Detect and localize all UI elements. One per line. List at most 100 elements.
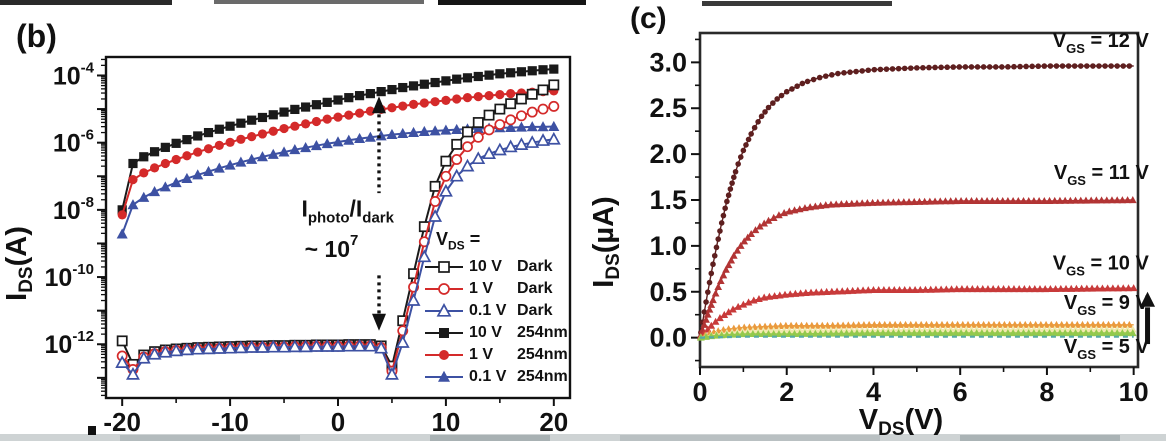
data-point-marker	[376, 87, 386, 97]
data-point-marker	[858, 199, 867, 207]
data-point-marker	[538, 65, 548, 75]
data-point-marker	[182, 135, 192, 145]
data-point-marker	[1119, 284, 1128, 292]
legend-item: 0.1 V 254nm	[424, 366, 574, 388]
data-point-marker	[385, 367, 399, 380]
data-point-marker	[963, 285, 971, 293]
data-point-marker	[770, 100, 776, 106]
data-point-marker	[1014, 325, 1023, 333]
data-point-marker	[1050, 325, 1059, 333]
data-point-marker	[942, 285, 951, 293]
data-point-marker	[785, 326, 794, 334]
data-point-marker	[739, 300, 748, 308]
data-point-marker	[1035, 63, 1042, 70]
data-point-marker	[419, 98, 429, 108]
panel-c: (c) 0 2 4 6 8 10 0.0 0.5 1.0 1.5 2.0 2.5 3.0 IDS(µA) V…	[583, 0, 1166, 441]
data-point-marker	[235, 156, 247, 167]
data-point-marker	[139, 152, 149, 162]
data-point-marker	[1108, 196, 1116, 204]
data-point-marker	[214, 124, 224, 134]
data-point-marker	[868, 198, 877, 206]
data-point-marker	[429, 125, 441, 136]
data-point-marker	[1082, 284, 1091, 292]
data-point-marker	[440, 170, 452, 182]
data-point-marker	[492, 142, 507, 156]
data-point-marker	[1087, 329, 1096, 337]
data-point-marker	[182, 151, 192, 161]
data-point-marker	[171, 138, 181, 148]
data-point-marker	[1076, 329, 1085, 337]
annotation-ratio-value: ~ 107	[305, 232, 359, 262]
data-point-marker	[806, 329, 814, 337]
data-point-marker	[759, 329, 768, 338]
data-point-marker	[978, 325, 986, 333]
data-point-marker	[905, 198, 913, 206]
data-point-marker	[946, 197, 955, 205]
data-point-marker	[287, 339, 302, 353]
data-point-marker	[790, 326, 799, 334]
data-point-marker	[1009, 325, 1017, 333]
legend-title: VDS =	[436, 229, 481, 253]
data-point-marker	[849, 321, 858, 329]
data-point-marker	[937, 285, 945, 293]
data-point-marker	[998, 329, 1007, 337]
data-point-marker	[906, 320, 915, 328]
data-point-marker	[967, 325, 976, 333]
data-point-marker	[1030, 285, 1039, 293]
data-point-marker	[1084, 63, 1090, 69]
data-point-marker	[743, 329, 752, 338]
data-point-marker	[962, 196, 971, 204]
data-point-marker	[1014, 196, 1023, 204]
data-point-marker	[978, 196, 986, 204]
data-point-marker	[775, 329, 783, 338]
data-point-marker	[717, 228, 723, 234]
data-point-marker	[732, 168, 739, 175]
y-tick-label: 2.5	[649, 93, 687, 123]
data-point-marker	[127, 199, 139, 210]
data-point-marker	[1097, 329, 1106, 337]
data-point-marker	[1010, 285, 1018, 293]
data-point-marker	[749, 329, 757, 338]
data-point-marker	[1030, 329, 1038, 337]
data-point-marker	[1046, 285, 1055, 293]
data-point-marker	[321, 137, 333, 149]
data-point-marker	[978, 285, 987, 293]
data-point-marker	[214, 140, 224, 150]
data-point-marker	[301, 102, 311, 112]
data-point-marker	[128, 175, 138, 185]
data-point-marker	[870, 320, 879, 328]
data-point-marker	[807, 288, 815, 296]
data-point-marker	[1082, 329, 1090, 337]
data-point-marker	[365, 89, 375, 99]
data-point-marker	[526, 106, 538, 118]
x-tick-label: 8	[1039, 377, 1054, 407]
data-point-marker	[984, 285, 992, 293]
data-point-marker	[899, 329, 908, 337]
data-point-marker	[482, 146, 497, 160]
data-point-marker	[408, 126, 420, 138]
data-point-marker	[190, 341, 205, 355]
data-point-marker	[917, 320, 926, 328]
data-point-marker	[754, 329, 762, 338]
data-point-marker	[430, 97, 440, 107]
data-point-marker	[472, 117, 484, 128]
y-tick-label: 10-6	[53, 127, 94, 158]
data-point-marker	[525, 135, 540, 148]
data-point-marker	[1056, 329, 1064, 337]
scan-artifact	[438, 0, 586, 5]
data-point-marker	[1023, 63, 1029, 70]
data-point-marker	[889, 329, 898, 337]
scan-artifact	[88, 426, 96, 435]
data-point-marker	[906, 285, 914, 293]
data-point-marker	[941, 329, 950, 337]
data-point-marker	[255, 340, 270, 353]
data-point-marker	[932, 64, 938, 71]
data-point-marker	[1102, 63, 1108, 69]
data-point-marker	[915, 197, 924, 205]
y-tick-label: 10-4	[53, 59, 95, 90]
data-point-marker	[922, 320, 931, 328]
data-point-marker	[1051, 284, 1060, 292]
data-point-marker	[833, 287, 841, 295]
data-point-marker	[1056, 284, 1065, 292]
